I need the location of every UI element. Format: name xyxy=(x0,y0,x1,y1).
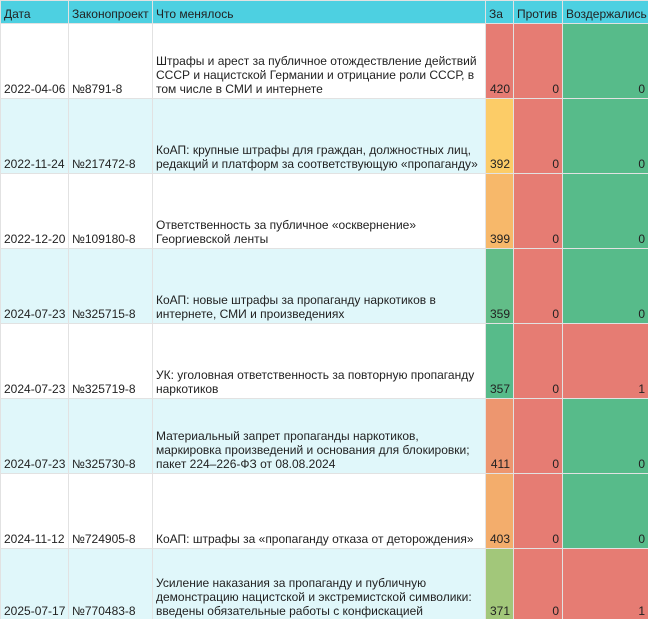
table-row: 2024-11-12 №724905-8 КоАП: штрафы за «проп… xyxy=(0,473,648,549)
bill-cell: №325715-8 xyxy=(68,248,153,324)
against-cell: 0 xyxy=(513,98,563,174)
table-row: 2024-07-23 №325719-8 УК: уголовная ответст… xyxy=(0,323,648,399)
for-cell: 420 xyxy=(485,23,514,99)
abstain-cell: 0 xyxy=(562,173,648,249)
bill-cell: №217472-8 xyxy=(68,98,153,174)
column-header: Законопроект xyxy=(68,0,153,24)
table-row: 2022-04-06 №8791-8 Штрафы и арест за публи… xyxy=(0,23,648,99)
against-cell: 0 xyxy=(513,323,563,399)
date-cell: 2025-07-17 xyxy=(0,548,69,619)
abstain-cell: 0 xyxy=(562,473,648,549)
for-cell: 399 xyxy=(485,173,514,249)
description-cell: КоАП: крупные штрафы для граждан, должно… xyxy=(152,98,486,174)
description-cell: КоАП: штрафы за «пропаганду отказа от де… xyxy=(152,473,486,549)
column-header: Воздержались xyxy=(562,0,648,24)
table-row: 2024-07-23 №325715-8 КоАП: новые штрафы за… xyxy=(0,248,648,324)
bill-cell: №724905-8 xyxy=(68,473,153,549)
table-body: 2022-04-06 №8791-8 Штрафы и арест за публи… xyxy=(0,23,648,619)
against-cell: 0 xyxy=(513,473,563,549)
bill-cell: №325730-8 xyxy=(68,398,153,474)
date-cell: 2024-07-23 xyxy=(0,398,69,474)
for-cell: 392 xyxy=(485,98,514,174)
against-cell: 0 xyxy=(513,23,563,99)
for-cell: 403 xyxy=(485,473,514,549)
date-cell: 2024-11-12 xyxy=(0,473,69,549)
description-cell: Усиление наказания за пропаганду и публи… xyxy=(152,548,486,619)
date-cell: 2024-07-23 xyxy=(0,323,69,399)
date-cell: 2024-07-23 xyxy=(0,248,69,324)
abstain-cell: 0 xyxy=(562,398,648,474)
table-row: 2022-11-24 №217472-8 КоАП: крупные штрафы … xyxy=(0,98,648,174)
bill-cell: №325719-8 xyxy=(68,323,153,399)
bill-cell: №8791-8 xyxy=(68,23,153,99)
against-cell: 0 xyxy=(513,398,563,474)
for-cell: 371 xyxy=(485,548,514,619)
date-cell: 2022-12-20 xyxy=(0,173,69,249)
abstain-cell: 1 xyxy=(562,323,648,399)
table-row: 2025-07-17 №770483-8 Усиление наказания за… xyxy=(0,548,648,619)
description-cell: УК: уголовная ответственность за повторн… xyxy=(152,323,486,399)
table-row: 2024-07-23 №325730-8 Материальный запрет п… xyxy=(0,398,648,474)
header-row: Дата Законопроект Что менялось За Против Возд… xyxy=(0,0,648,24)
against-cell: 0 xyxy=(513,548,563,619)
bill-cell: №109180-8 xyxy=(68,173,153,249)
against-cell: 0 xyxy=(513,173,563,249)
for-cell: 359 xyxy=(485,248,514,324)
column-header: Что менялось xyxy=(152,0,486,24)
abstain-cell: 0 xyxy=(562,98,648,174)
column-header: За xyxy=(485,0,514,24)
table-row: 2022-12-20 №109180-8 Ответственность за пу… xyxy=(0,173,648,249)
abstain-cell: 1 xyxy=(562,548,648,619)
description-cell: Ответственность за публичное «осквернени… xyxy=(152,173,486,249)
description-cell: Штрафы и арест за публичное отождествлен… xyxy=(152,23,486,99)
description-cell: КоАП: новые штрафы за пропаганду наркоти… xyxy=(152,248,486,324)
date-cell: 2022-04-06 xyxy=(0,23,69,99)
date-cell: 2022-11-24 xyxy=(0,98,69,174)
for-cell: 411 xyxy=(485,398,514,474)
description-cell: Материальный запрет пропаганды наркотико… xyxy=(152,398,486,474)
column-header: Против xyxy=(513,0,563,24)
for-cell: 357 xyxy=(485,323,514,399)
abstain-cell: 0 xyxy=(562,23,648,99)
against-cell: 0 xyxy=(513,248,563,324)
abstain-cell: 0 xyxy=(562,248,648,324)
bill-cell: №770483-8 xyxy=(68,548,153,619)
column-header: Дата xyxy=(0,0,69,24)
